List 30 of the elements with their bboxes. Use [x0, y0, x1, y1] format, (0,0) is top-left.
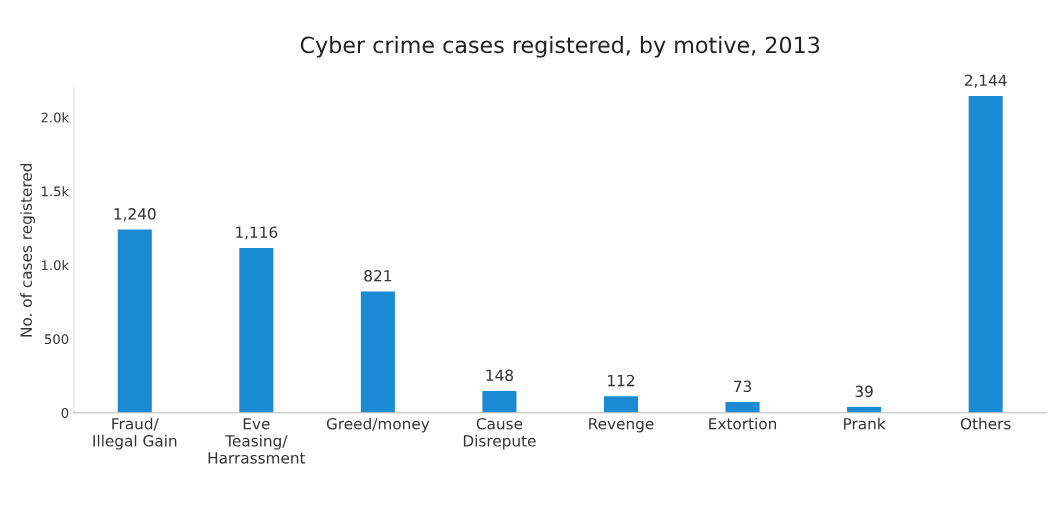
y-tick-label: 2.0k	[41, 112, 70, 123]
x-tick-label: Fraud/ Illegal Gain	[93, 417, 177, 450]
data-label: 2,144	[964, 74, 1007, 88]
x-tick-label: Others	[960, 417, 1011, 430]
bar	[117, 229, 152, 413]
data-label: 39	[855, 385, 873, 398]
y-tick-label: 1.5k	[41, 186, 70, 197]
y-tick-label: 1.0k	[41, 260, 70, 271]
x-tick-label: Revenge	[589, 418, 654, 433]
y-tick-label: 500	[44, 334, 69, 345]
x-tick-label: Cause Disrepute	[463, 417, 536, 450]
x-tick-label: Extortion	[709, 417, 777, 430]
bar	[725, 402, 760, 413]
bar	[360, 291, 395, 413]
y-tick-label: 0	[61, 408, 69, 418]
data-label: 73	[734, 380, 752, 393]
x-tick-label: Prank	[844, 417, 886, 430]
bar	[239, 247, 274, 413]
x-tick-label: Greed/money	[326, 417, 430, 433]
data-label: 1,240	[114, 208, 156, 222]
bar	[603, 396, 639, 413]
data-label: 148	[486, 369, 513, 382]
y-axis-title: No. of cases registered	[20, 163, 35, 337]
bar	[482, 390, 517, 413]
data-label: 1,116	[236, 226, 278, 240]
data-label: 821	[364, 270, 392, 282]
x-tick-label: Eve Teasing/ Harrassment	[208, 418, 306, 464]
data-label: 112	[608, 374, 635, 387]
bar	[968, 95, 1003, 413]
chart-title: Cyber crime cases registered, by motive, 2013	[300, 36, 820, 58]
